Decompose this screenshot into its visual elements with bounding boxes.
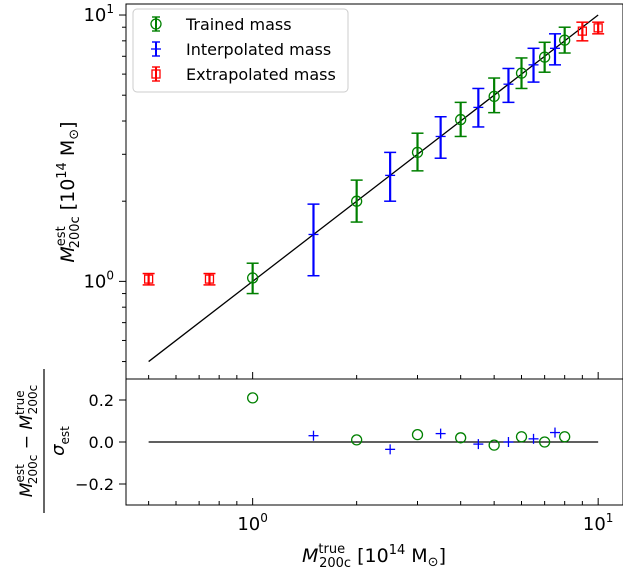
data-point	[351, 195, 363, 207]
ylabel-sun: ⊙	[67, 129, 82, 140]
ylabel-exp: 14	[55, 162, 70, 179]
xlabel-units-end: M	[405, 545, 427, 567]
den-sigma: σ	[48, 444, 69, 456]
y-tick-base: 10	[83, 5, 106, 26]
one-to-one-line	[148, 14, 599, 363]
data-point	[246, 272, 259, 284]
residual-point	[538, 436, 551, 448]
data-point	[593, 23, 603, 33]
data-point	[515, 67, 528, 79]
residual-point	[455, 432, 467, 444]
data-point	[204, 274, 215, 284]
data-point	[577, 26, 588, 36]
data-point	[308, 229, 319, 240]
x-tick-label: 100	[237, 511, 268, 535]
xlabel-sub: 200c	[319, 556, 351, 570]
x-tick-label-base: 10	[237, 514, 260, 535]
residual-series-interpolated-mass	[308, 427, 560, 455]
residual-point	[351, 434, 363, 446]
xlabel-units: [10	[351, 545, 389, 567]
num-sub1: 200c	[26, 455, 40, 485]
axis-labels: Mtrue 200c [1014 M⊙]Mest200c [1014 M⊙]Mes…	[13, 121, 446, 570]
ylabel-M: M	[57, 246, 79, 262]
y-tick-label: 100	[83, 268, 114, 292]
residual-point	[308, 430, 319, 441]
residual-point	[411, 428, 424, 441]
num-sup1: est	[13, 464, 27, 483]
legend-marker	[151, 44, 161, 54]
residual-series-trained-mass	[246, 392, 571, 451]
x-axis-label: Mtrue 200c [1014 M⊙]	[302, 542, 446, 570]
residual-label-denominator: σest	[48, 426, 72, 456]
num-sup2: true	[13, 390, 27, 415]
legend-marker	[151, 69, 161, 79]
y-tick-label: 0.0	[89, 433, 114, 452]
residual-point	[488, 439, 500, 451]
y-tick-label: −0.2	[75, 475, 114, 494]
y-tick-label: 0.2	[89, 391, 114, 410]
residual-point	[515, 431, 528, 443]
ylabel-units: [10	[57, 179, 79, 217]
legend-label: Extrapolated mass	[186, 65, 336, 84]
legend-label: Interpolated mass	[186, 40, 331, 59]
num-M2: M	[17, 415, 37, 430]
data-point	[385, 170, 396, 181]
y-axis-label: Mest200c [1014 M⊙]	[54, 121, 83, 262]
legend-marker	[150, 18, 162, 30]
data-point	[411, 146, 424, 159]
data-point	[538, 51, 551, 63]
series-extrapolated-mass	[142, 21, 605, 286]
data-point	[435, 131, 446, 142]
x-tick-label: 101	[583, 511, 614, 535]
xlabel-M: M	[302, 545, 318, 567]
num-sub2: 200c	[26, 385, 40, 415]
residual-point	[503, 437, 514, 447]
x-tick-label-base: 10	[583, 514, 606, 535]
xlabel-exp: 14	[389, 543, 406, 558]
series-trained-mass	[246, 26, 571, 295]
num-minus: −	[17, 430, 37, 455]
xlabel-close: ]	[439, 545, 446, 567]
residual-point	[559, 431, 571, 443]
xlabel-sun: ⊙	[428, 555, 439, 570]
residual-label-numerator: Mest200c − Mtrue200c	[13, 385, 40, 497]
residual-point	[385, 444, 396, 455]
data-point	[143, 274, 154, 284]
residual-point	[549, 427, 560, 438]
y-tick-label: 101	[83, 2, 114, 26]
residual-point	[473, 439, 484, 450]
den-sub: est	[58, 426, 72, 445]
data-point	[488, 90, 500, 103]
ylabel-sub: 200c	[68, 216, 83, 248]
y-tick-base: 10	[83, 271, 106, 292]
legend: Trained mass Interpolated mass Extrapolate…	[132, 8, 349, 93]
residual-point	[246, 392, 259, 404]
x-tick-label-exp: 0	[260, 511, 268, 525]
data-point	[473, 102, 484, 113]
data-point	[559, 34, 571, 46]
residual-point	[435, 428, 446, 439]
legend-label: Trained mass	[185, 15, 292, 34]
xlabel-sup: true	[318, 542, 345, 557]
y-tick-exp: 0	[106, 268, 114, 282]
ylabel-sup: est	[54, 226, 69, 246]
legend-frame	[132, 8, 349, 93]
y-tick-exp: 1	[106, 2, 114, 16]
data-point	[528, 59, 539, 70]
x-tick-label-exp: 1	[606, 511, 614, 525]
ylabel-close: ]	[57, 121, 79, 128]
num-M1: M	[17, 482, 37, 497]
data-point	[549, 43, 560, 54]
data-point	[455, 113, 467, 126]
residual-point	[528, 433, 539, 444]
series-interpolated-mass	[307, 33, 561, 277]
ylabel-units-end: M	[57, 140, 79, 162]
data-point	[503, 79, 514, 90]
